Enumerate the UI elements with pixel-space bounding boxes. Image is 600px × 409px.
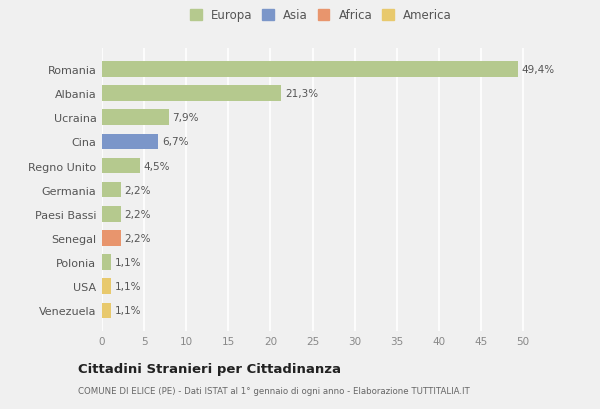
Legend: Europa, Asia, Africa, America: Europa, Asia, Africa, America	[188, 7, 454, 25]
Text: 6,7%: 6,7%	[162, 137, 188, 147]
Text: 21,3%: 21,3%	[285, 89, 318, 99]
Bar	[102, 255, 111, 270]
Text: 2,2%: 2,2%	[124, 209, 151, 219]
Text: 2,2%: 2,2%	[124, 185, 151, 195]
Text: 1,1%: 1,1%	[115, 281, 141, 292]
Bar	[102, 110, 169, 126]
Bar	[102, 182, 121, 198]
Text: 2,2%: 2,2%	[124, 234, 151, 243]
Bar	[102, 279, 111, 294]
Bar	[102, 231, 121, 246]
Bar	[102, 158, 140, 174]
Text: Cittadini Stranieri per Cittadinanza: Cittadini Stranieri per Cittadinanza	[78, 362, 341, 375]
Bar	[102, 303, 111, 319]
Bar	[102, 86, 281, 102]
Text: 1,1%: 1,1%	[115, 258, 141, 267]
Text: 49,4%: 49,4%	[521, 65, 554, 75]
Text: 4,5%: 4,5%	[143, 161, 170, 171]
Bar	[102, 62, 518, 78]
Text: COMUNE DI ELICE (PE) - Dati ISTAT al 1° gennaio di ogni anno - Elaborazione TUTT: COMUNE DI ELICE (PE) - Dati ISTAT al 1° …	[78, 387, 470, 396]
Bar	[102, 134, 158, 150]
Text: 1,1%: 1,1%	[115, 306, 141, 316]
Text: 7,9%: 7,9%	[172, 113, 199, 123]
Bar	[102, 207, 121, 222]
